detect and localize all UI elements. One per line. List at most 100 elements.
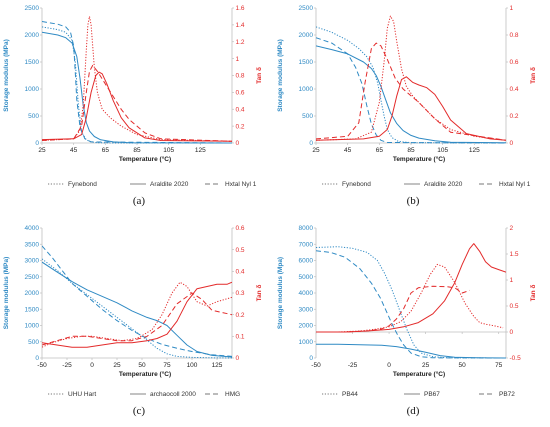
y2-tick-label: 0 [236, 140, 240, 147]
y-tick-label: 2000 [299, 323, 314, 330]
y-tick-label: 2500 [25, 274, 40, 281]
y-tick-label: 4000 [25, 225, 40, 232]
series-line-tan-2 [316, 76, 506, 141]
x-tick-label: 25 [113, 362, 121, 369]
y2-tick-label: 1.4 [236, 22, 245, 29]
y-tick-label: 1500 [299, 59, 314, 66]
y-tick-label: 1500 [25, 306, 40, 313]
y2-tick-label: 0.8 [510, 32, 519, 39]
y2-tick-label: 0.2 [236, 312, 245, 319]
series-line-modulus-1 [42, 258, 232, 359]
series-line-modulus-2 [316, 45, 506, 144]
y-tick-label: 2000 [299, 32, 314, 39]
legend-label: Fynebond [68, 181, 97, 188]
y2-tick-label: 0.4 [236, 269, 245, 276]
x-tick-label: 85 [407, 147, 415, 154]
x-axis-label: Temperature (°C) [119, 155, 171, 163]
y-axis-label: Storage modulus (Mpa) [277, 257, 284, 329]
x-tick-label: 65 [376, 147, 384, 154]
y-tick-label: 0 [35, 355, 39, 362]
y2-tick-label: 0.2 [510, 113, 519, 120]
y2-tick-label: 1 [510, 5, 514, 12]
legend-label: Araldite 2020 [150, 181, 189, 188]
y2-tick-label: 0 [510, 140, 514, 147]
y2-tick-label: 0.8 [236, 73, 245, 80]
y2-tick-label: 1 [236, 56, 240, 63]
y-axis-label: Storage modulus (MPa) [3, 257, 10, 330]
y2-tick-label: 0.5 [236, 247, 245, 254]
x-tick-label: -25 [348, 362, 358, 369]
legend-label: HMG [225, 391, 240, 398]
chart-panel-4: 0 1000 2000 3000 4000 5000 6000 7000 8000 -0.5 0 0.… [277, 225, 537, 417]
chart-panel-3: 0500100015002000250030003500400000.10.20… [3, 225, 263, 417]
y-tick-label: 2000 [25, 290, 40, 297]
y-tick-label: 0 [309, 355, 313, 362]
y-tick-label: 0 [35, 140, 39, 147]
y-tick-label: 2500 [299, 5, 314, 12]
series-line-modulus-2 [42, 31, 232, 144]
y-tick-label: 1000 [25, 323, 40, 330]
series-line-modulus-1 [316, 246, 506, 359]
legend-label: archaocoll 2000 [150, 391, 196, 398]
x-tick-label: 0 [90, 362, 94, 369]
legend-label: UHU Hart [68, 391, 96, 398]
y2-tick-label: 0.6 [236, 225, 245, 232]
y-tick-label: 7000 [299, 241, 314, 248]
legend-label: Fynebond [342, 181, 371, 188]
panel-caption: (a) [133, 195, 146, 207]
x-tick-label: 45 [344, 147, 352, 154]
x-tick-label: 25 [38, 147, 46, 154]
series-line-tan-3 [316, 42, 506, 141]
y2-tick-label: 1.6 [236, 5, 245, 12]
y2-tick-label: 1.5 [510, 251, 519, 258]
series-line-tan-2 [42, 281, 232, 348]
y2-tick-label: 0.2 [236, 123, 245, 130]
series-line-tan-2 [316, 243, 506, 333]
panel-caption: (d) [407, 405, 420, 417]
y-tick-label: 8000 [299, 225, 314, 232]
x-tick-label: 125 [212, 362, 223, 369]
chart-panel-1: 0 500 1000 1500 2000 2500 0 0.2 0.4 0.6 0.8 1 1.2 1.4… [3, 5, 263, 207]
y-axis-label: Storage modulus (MPa) [277, 39, 284, 112]
y-tick-label: 1000 [25, 86, 40, 93]
series-line-tan-3 [42, 64, 232, 142]
y-tick-label: 3500 [25, 241, 40, 248]
y-tick-label: 500 [28, 339, 39, 346]
y-axis-label: Storage modulus (MPa) [3, 39, 10, 112]
series-line-modulus-3 [316, 37, 506, 144]
series-line-tan-1 [42, 281, 232, 348]
series-line-tan-1 [42, 15, 232, 142]
series-line-modulus-1 [316, 26, 506, 144]
panel-caption: (c) [133, 405, 146, 417]
series-line-modulus-1 [42, 26, 232, 144]
x-tick-label: 50 [138, 362, 146, 369]
x-tick-label: 125 [195, 147, 206, 154]
y2-tick-label: 1 [510, 277, 514, 284]
panel-caption: (b) [407, 195, 420, 207]
series-line-modulus-2 [316, 343, 506, 359]
x-tick-label: 105 [437, 147, 448, 154]
y2-tick-label: 0.3 [236, 290, 245, 297]
x-tick-label: -50 [37, 362, 47, 369]
x-tick-label: 65 [102, 147, 110, 154]
x-tick-label: 45 [70, 147, 78, 154]
y2-axis-label: Tan δ [256, 67, 263, 84]
x-tick-label: 105 [163, 147, 174, 154]
x-tick-label: 50 [459, 362, 467, 369]
y-tick-label: 2500 [25, 5, 40, 12]
legend-label: PB67 [424, 391, 440, 398]
series-line-tan-1 [316, 15, 506, 141]
series-line-modulus-3 [42, 245, 232, 357]
x-tick-label: -25 [62, 362, 72, 369]
y-tick-label: 6000 [299, 258, 314, 265]
x-tick-label: 75 [495, 362, 503, 369]
y2-tick-label: -0.5 [510, 355, 522, 362]
x-axis-label: Temperature (°C) [119, 370, 171, 378]
y2-tick-label: 0 [510, 329, 514, 336]
y2-tick-label: 1.2 [236, 39, 245, 46]
x-tick-label: 75 [163, 362, 171, 369]
y2-tick-label: 0.6 [510, 59, 519, 66]
series-line-tan-3 [42, 292, 232, 346]
y-tick-label: 3000 [299, 306, 314, 313]
